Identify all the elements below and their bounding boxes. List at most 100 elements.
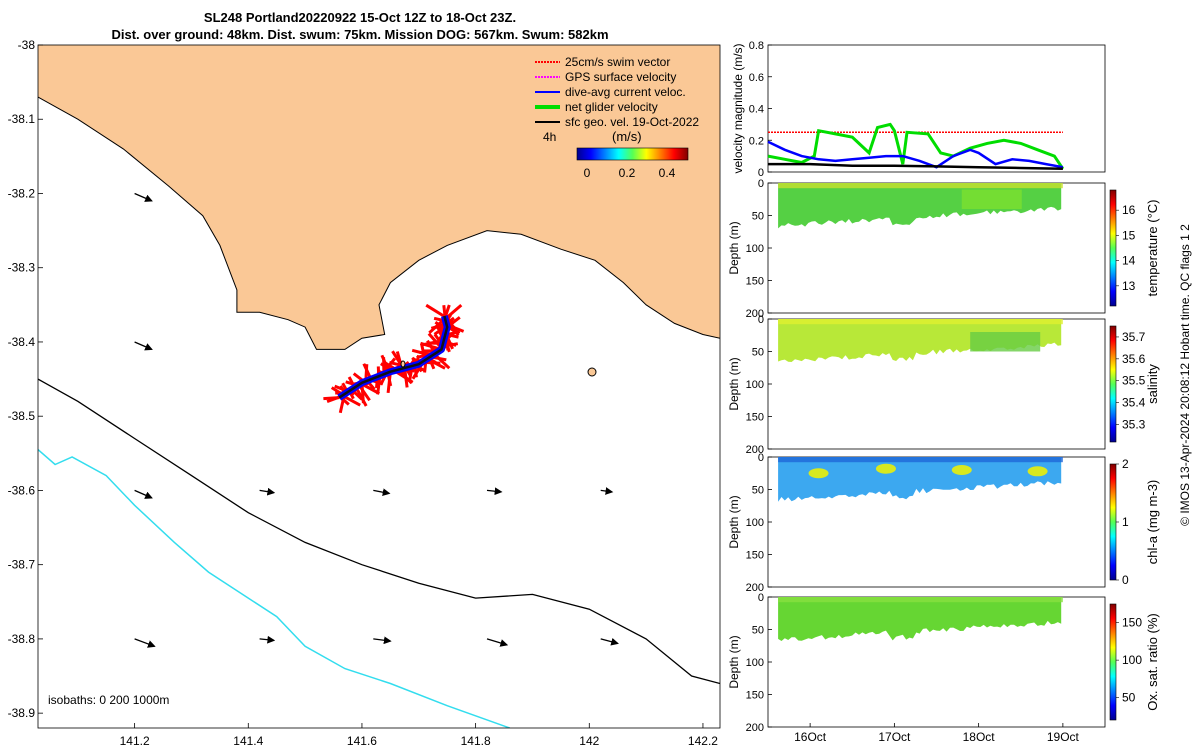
section-surface-layer (778, 597, 1063, 603)
geo-velocity-arrow (259, 635, 276, 644)
map-y-tick-label: -38.4 (8, 335, 36, 349)
glider-track (338, 315, 449, 399)
map-y-tick-label: -38.1 (8, 112, 36, 126)
geo-velocity-arrow (259, 487, 276, 496)
velocity-y-tick-label: 0.2 (749, 135, 764, 147)
velocity-panel: 0 0.2 0.4 0.6 0.8 velocity magnitude (m/s) (731, 40, 1106, 179)
chl-feature (1027, 466, 1048, 477)
section-y-label: Depth (m) (727, 221, 741, 274)
map-y-tick-label: -38.6 (8, 483, 36, 497)
map-x-tick-label: 141.2 (120, 734, 150, 748)
sfc-geo-series (768, 162, 1063, 171)
map-x-tick-label: 142.2 (688, 734, 718, 748)
map-frame (37, 44, 721, 729)
section-y-label: Depth (m) (727, 495, 741, 548)
colorbar-label: Ox. sat. ratio (%) (1145, 613, 1160, 711)
section-data-fill (778, 597, 1062, 641)
colorbar-label: salinity (1145, 364, 1160, 404)
geo-velocity-vectors (134, 192, 619, 648)
legend-net-label: net glider velocity (565, 100, 658, 114)
map-y-tick-label: -38.5 (8, 409, 36, 423)
salinity-feature (970, 332, 1041, 352)
section-y-tick-label: 150 (746, 550, 764, 562)
time-tick-label: 19Oct (1047, 730, 1080, 744)
section-y-tick-label: 200 (746, 308, 764, 320)
swim-vector (425, 303, 446, 318)
velocity-y-label: velocity magnitude (m/s) (731, 43, 745, 173)
velocity-y-tick-label: 0.8 (749, 40, 764, 52)
geo-velocity-arrow (134, 341, 153, 351)
colorbar-tick-label: 16 (1122, 203, 1136, 217)
colorbar-tick-label: 150 (1122, 616, 1142, 630)
legend-swim-label: 25cm/s swim vector (565, 55, 670, 69)
section-y-tick-label: 50 (752, 211, 764, 223)
legend-interval-note: 4h (543, 130, 556, 144)
colorbar-tick-label: 2 (1122, 457, 1129, 471)
figure-title: SL248 Portland20220922 15-Oct 12Z to 18-… (203, 10, 517, 25)
map-y-tick-label: -38.3 (8, 261, 36, 275)
map-y-ticks: -38 -38.1 -38.2 -38.3 -38.4 -38.5 -38.6 -38.7 -3… (8, 38, 43, 720)
section-surface-layer (778, 319, 1063, 325)
section-colorbar (1109, 189, 1117, 307)
geo-velocity-arrow (134, 489, 153, 499)
section-y-tick-label: 100 (746, 243, 764, 255)
map-y-tick-label: -38.8 (8, 632, 36, 646)
section-y-tick-label: 150 (746, 412, 764, 424)
island (400, 360, 406, 368)
time-tick-label: 16Oct (794, 730, 827, 744)
map-x-ticks: 141.2 141.4 141.6 141.8 142 142.2 (120, 723, 718, 748)
legend-current-label: dive-avg current veloc. (565, 85, 686, 99)
colorbar-tick-label: 35.3 (1122, 417, 1146, 431)
section-y-label: Depth (m) (727, 357, 741, 410)
figure-subtitle: Dist. over ground: 48km. Dist. swum: 75k… (111, 27, 609, 42)
colorbar-tick-label: 1 (1122, 515, 1129, 529)
colorbar-tick-label: 15 (1122, 228, 1136, 242)
isobath-200m (38, 378, 720, 685)
section-y-tick-label: 0 (758, 178, 764, 190)
section-y-tick-label: 100 (746, 657, 764, 669)
geo-velocity-arrow (486, 638, 509, 647)
geo-velocity-arrow (486, 487, 503, 496)
net-glider-series (767, 122, 1065, 170)
isobaths-label: isobaths: 0 200 1000m (48, 693, 169, 707)
geo-velocity-arrow (373, 488, 391, 497)
section-y-tick-label: 0 (758, 592, 764, 604)
section-surface-layer (778, 183, 1063, 189)
velocity-y-tick-label: 0 (758, 167, 764, 179)
map-x-tick-label: 141.6 (347, 734, 377, 748)
section-y-tick-label: 150 (746, 276, 764, 288)
time-tick-label: 17Oct (878, 730, 911, 744)
island (587, 367, 597, 377)
colorbar-tick-1: 0.2 (619, 166, 636, 180)
colorbar-tick-label: 35.4 (1122, 396, 1146, 410)
time-tick-label: 18Oct (963, 730, 996, 744)
legend-geo-label: sfc geo. vel. 19-Oct-2022 (565, 115, 699, 129)
chl-feature (808, 468, 829, 479)
section-y-tick-label: 100 (746, 517, 764, 529)
isobath-1000m (38, 449, 510, 728)
chl-feature (875, 463, 896, 474)
section-colorbar (1109, 325, 1117, 443)
geo-velocity-arrow (134, 192, 153, 202)
colorbar-tick-2: 0.4 (659, 166, 676, 180)
colorbar-label: temperature (°C) (1145, 200, 1160, 297)
map-x-tick-label: 141.8 (461, 734, 491, 748)
geo-velocity-arrow (373, 636, 392, 645)
colorbar-title: (m/s) (612, 129, 642, 144)
section-y-tick-label: 50 (752, 347, 764, 359)
section-y-tick-label: 100 (746, 379, 764, 391)
section-y-label: Depth (m) (727, 635, 741, 688)
section-y-tick-label: 50 (752, 625, 764, 637)
colorbar-tick-label: 0 (1122, 573, 1129, 587)
section-y-tick-label: 200 (746, 444, 764, 456)
speed-colorbar (576, 147, 689, 161)
velocity-y-tick-label: 0.4 (749, 104, 764, 116)
colorbar-tick-label: 13 (1122, 279, 1136, 293)
section-surface-layer (778, 457, 1063, 463)
colorbar-tick-label: 35.5 (1122, 374, 1146, 388)
section-colorbar (1109, 603, 1117, 721)
section-y-tick-label: 150 (746, 690, 764, 702)
chl-feature (951, 465, 972, 475)
